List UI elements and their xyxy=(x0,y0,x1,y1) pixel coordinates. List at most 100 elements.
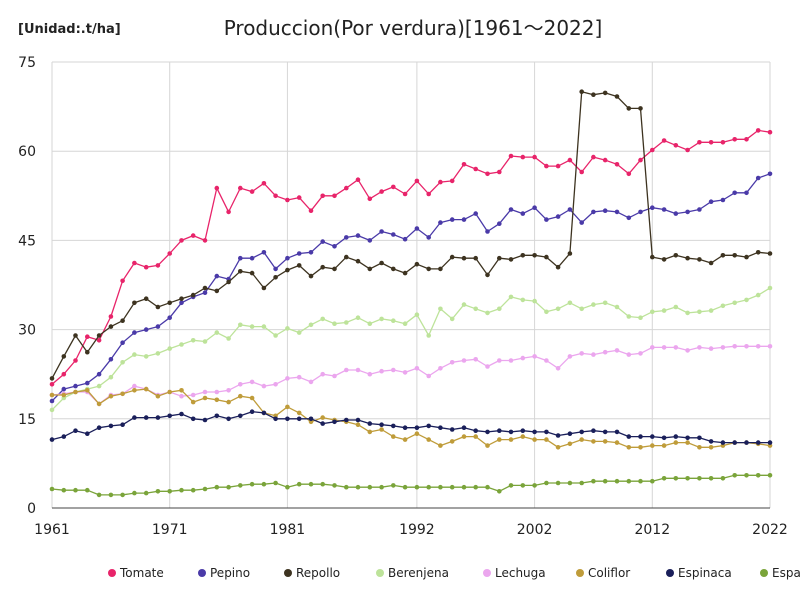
data-point xyxy=(532,437,537,442)
data-point xyxy=(108,492,114,498)
data-point xyxy=(273,333,278,338)
data-point xyxy=(285,267,290,273)
data-point xyxy=(238,413,243,419)
legend-label: Pepino xyxy=(210,566,250,580)
data-point xyxy=(108,324,114,329)
data-point xyxy=(708,260,714,266)
x-tick-label: 1992 xyxy=(399,522,435,538)
data-point xyxy=(308,250,314,255)
data-point xyxy=(497,437,502,442)
data-point xyxy=(732,137,737,142)
data-point xyxy=(638,157,643,163)
y-tick-label: 0 xyxy=(27,501,36,517)
data-point xyxy=(238,255,243,261)
data-point xyxy=(650,478,655,484)
data-point xyxy=(673,253,679,258)
data-point xyxy=(391,318,396,324)
data-point xyxy=(143,327,149,332)
data-point xyxy=(555,433,561,438)
data-point xyxy=(638,445,643,450)
data-point xyxy=(414,425,420,431)
y-tick-label: 45 xyxy=(18,233,36,249)
data-point xyxy=(473,306,479,312)
data-point xyxy=(367,421,373,426)
legend-marker xyxy=(483,569,491,577)
data-point xyxy=(143,296,149,302)
legend-item: Espinaca xyxy=(666,566,732,580)
data-point xyxy=(685,440,690,445)
y-tick-label: 30 xyxy=(18,323,36,339)
data-point xyxy=(744,440,749,445)
data-point xyxy=(567,300,573,306)
data-point xyxy=(673,211,679,216)
data-point xyxy=(344,367,349,373)
data-point xyxy=(602,439,608,444)
data-point xyxy=(96,338,102,343)
data-point xyxy=(238,382,243,387)
data-point xyxy=(567,431,573,437)
data-point xyxy=(379,189,384,194)
data-point xyxy=(626,215,632,221)
data-point xyxy=(226,279,231,285)
data-point xyxy=(544,163,549,169)
data-point xyxy=(650,345,655,350)
data-point xyxy=(767,440,773,445)
data-point xyxy=(414,484,420,490)
data-point xyxy=(544,358,549,363)
data-point xyxy=(120,492,125,498)
data-point xyxy=(108,393,114,399)
data-point xyxy=(143,264,149,270)
data-point xyxy=(296,330,302,335)
data-point xyxy=(249,270,255,276)
data-point xyxy=(226,336,231,341)
data-point xyxy=(155,304,161,310)
x-tick-label: 1971 xyxy=(152,522,188,538)
data-point xyxy=(73,389,78,395)
legend-marker xyxy=(376,569,384,577)
data-point xyxy=(108,374,114,380)
data-point xyxy=(49,392,55,398)
legend-label: Espinaca xyxy=(678,566,732,580)
data-point xyxy=(532,205,537,210)
data-point xyxy=(355,422,361,428)
data-point xyxy=(485,429,490,435)
data-point xyxy=(85,334,90,340)
data-point xyxy=(226,484,231,490)
data-point xyxy=(426,191,432,197)
data-point xyxy=(320,239,326,244)
data-point xyxy=(461,484,467,490)
data-point xyxy=(238,322,243,328)
series-esparragos xyxy=(49,473,773,498)
data-point xyxy=(344,254,349,260)
data-point xyxy=(108,314,114,319)
data-point xyxy=(285,376,290,381)
data-point xyxy=(179,487,184,493)
y-tick-label: 75 xyxy=(18,55,36,71)
data-point xyxy=(638,315,643,321)
data-point xyxy=(438,220,443,225)
data-point xyxy=(602,429,608,435)
data-point xyxy=(402,191,408,197)
legend-marker xyxy=(576,569,584,577)
data-point xyxy=(555,264,561,270)
data-point xyxy=(202,395,208,401)
data-point xyxy=(767,473,773,478)
data-point xyxy=(591,92,596,97)
data-point xyxy=(320,481,326,487)
data-point xyxy=(214,397,220,403)
data-point xyxy=(532,154,537,160)
data-point xyxy=(402,236,408,242)
data-point xyxy=(426,437,432,442)
data-point xyxy=(732,440,737,445)
data-point xyxy=(508,257,514,262)
data-point xyxy=(591,428,596,434)
data-point xyxy=(508,483,514,488)
data-point xyxy=(167,413,172,419)
data-point xyxy=(567,480,573,486)
data-point xyxy=(273,416,278,422)
data-point xyxy=(485,229,490,234)
data-point xyxy=(508,153,514,159)
data-point xyxy=(190,416,196,422)
data-point xyxy=(308,416,314,422)
data-point xyxy=(202,290,208,296)
